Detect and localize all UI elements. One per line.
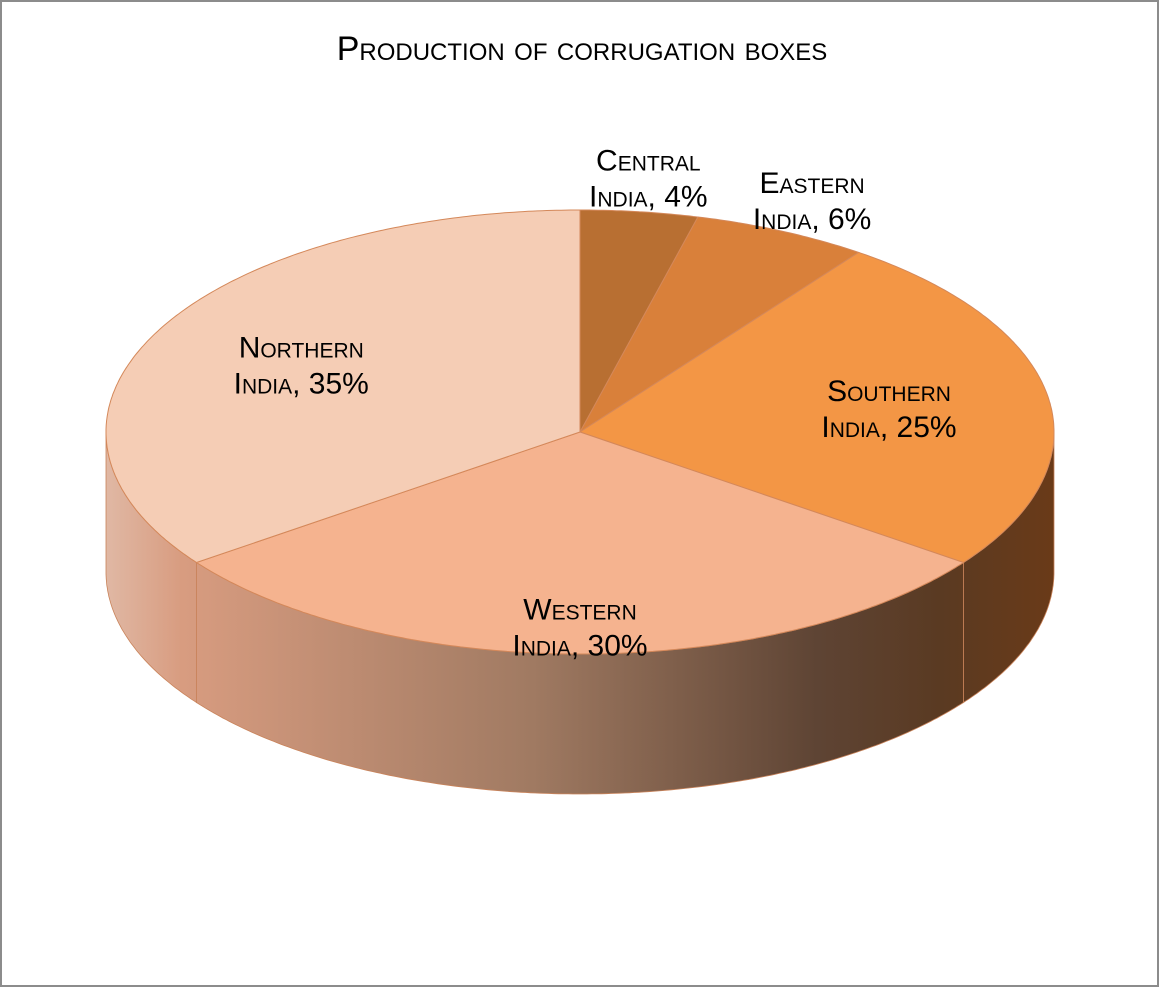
- slice: [579, 209, 699, 433]
- data-label-line: India, 4%: [589, 181, 708, 214]
- slice: [195, 431, 965, 655]
- chart-title: Production of corrugation boxes: [337, 30, 828, 68]
- data-label: Southern India, 25%: [821, 375, 956, 444]
- slice: [105, 209, 581, 564]
- data-label-line: India, 30%: [512, 629, 647, 662]
- data-label-line: Southern: [827, 375, 951, 408]
- data-label: Central India, 4%: [589, 145, 708, 214]
- data-label-line: Western: [523, 593, 637, 626]
- data-label-line: India, 25%: [821, 411, 956, 444]
- data-label-line: Eastern: [759, 167, 864, 200]
- data-label: Western India, 30%: [512, 593, 647, 662]
- data-label-line: Northern: [239, 331, 364, 364]
- data-label: Eastern India, 6%: [753, 167, 872, 236]
- data-label-line: India, 6%: [753, 203, 872, 236]
- slice: [579, 216, 860, 433]
- data-label: Northern India, 35%: [234, 331, 369, 400]
- data-label-line: India, 35%: [234, 367, 369, 400]
- slice: [578, 251, 1055, 564]
- pie: [105, 209, 1055, 795]
- data-label-line: Central: [596, 145, 701, 178]
